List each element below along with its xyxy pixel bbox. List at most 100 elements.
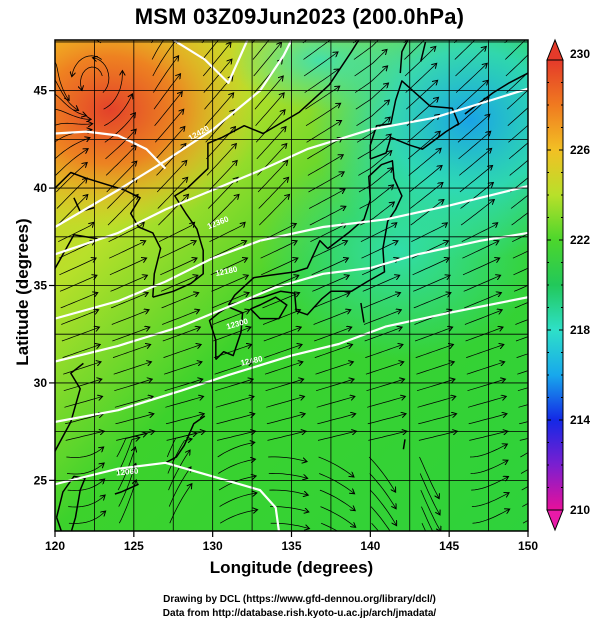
coastline (55, 362, 84, 454)
streamline-arrow (219, 493, 256, 507)
streamline-arrow (458, 132, 490, 160)
y-tick-label: 30 (34, 376, 48, 390)
colorbar-tick-label: 218 (570, 323, 590, 337)
streamline-arrow (68, 512, 105, 524)
streamline-arrow (215, 379, 252, 392)
streamline-arrow (103, 72, 123, 110)
y-tick-label: 35 (34, 279, 48, 293)
streamline-arrow (254, 77, 283, 110)
streamline-arrow (454, 40, 476, 60)
y-tick-label: 45 (34, 84, 48, 98)
streamline-arrow (210, 259, 247, 276)
axis-ticks: 120 125 130 135 140 145 150 25 30 35 40 45 (34, 84, 539, 553)
coastline (55, 171, 125, 191)
streamline-arrow (209, 223, 245, 243)
streamline-arrow (55, 123, 92, 125)
streamline-arrow (459, 149, 491, 176)
streamline-arrow (468, 414, 506, 425)
streamline-arrow (65, 431, 104, 441)
streamline-arrow (507, 107, 528, 126)
streamline-arrow (257, 161, 287, 193)
streamline-arrow (162, 310, 198, 325)
streamline-arrow (268, 473, 307, 478)
streamline-arrow (256, 127, 286, 160)
streamline-arrow (455, 64, 486, 93)
streamline-arrow (153, 57, 178, 93)
coastline (402, 439, 406, 450)
colorbar: 230 226 222 218 214 210 (546, 38, 590, 532)
streamline-arrow (309, 190, 344, 209)
streamline-arrow (202, 43, 230, 77)
streamline-arrow (64, 397, 102, 408)
streamline-arrow (270, 506, 308, 512)
streamline-arrow (317, 431, 355, 441)
streamline-arrow (363, 293, 399, 309)
streamline-arrow (361, 241, 398, 259)
streamline-arrow (166, 431, 205, 441)
streamline-arrow (370, 489, 396, 525)
temperature-field (55, 40, 528, 531)
streamline-arrow (56, 163, 86, 193)
streamline-arrow (417, 397, 455, 408)
streamline-arrow (316, 397, 354, 408)
streamline-arrow (513, 267, 528, 276)
credit-data-source: Data from http://database.rish.kyoto-u.a… (162, 608, 437, 619)
streamline-arrow (211, 276, 247, 292)
streamline-arrow (203, 60, 232, 93)
streamline-arrow (310, 224, 345, 243)
streamline-arrow (57, 195, 88, 226)
x-tick-label: 125 (124, 539, 144, 553)
streamline-arrow (262, 310, 299, 325)
streamline-arrow (104, 95, 132, 127)
x-tick-label: 130 (203, 539, 223, 553)
streamline-arrow (60, 293, 97, 309)
streamline-arrow (266, 414, 304, 425)
y-tick-label: 40 (34, 181, 48, 195)
streamline-arrow (418, 431, 456, 441)
streamline-arrow (304, 70, 338, 93)
streamline-arrow (320, 522, 339, 531)
streamline-arrow (165, 414, 203, 425)
streamline-arrow (110, 276, 147, 292)
streamline-arrow (204, 94, 233, 126)
coastline (227, 160, 403, 316)
streamline-arrow (319, 489, 355, 510)
streamline-arrow (264, 345, 301, 358)
streamline-arrow (167, 439, 191, 474)
streamline-arrow (310, 241, 347, 259)
streamline-arrow (303, 40, 337, 60)
coastline (124, 189, 162, 298)
streamline-arrow (215, 397, 253, 408)
streamline-arrow (208, 178, 237, 209)
streamline-arrow (59, 259, 95, 276)
streamline-arrow (369, 473, 396, 509)
streamline-arrow (413, 293, 450, 309)
streamline-arrow (462, 259, 499, 276)
streamline-arrow (354, 67, 387, 93)
streamline-arrow (81, 66, 103, 90)
height-contour (55, 87, 528, 256)
streamline-arrow (58, 223, 93, 243)
streamline-arrow (109, 241, 145, 259)
streamline-arrow (506, 72, 528, 93)
streamline-arrow (55, 61, 68, 100)
streamline-arrow (519, 438, 528, 441)
streamline-arrow (315, 362, 353, 375)
streamline-arrow (365, 345, 402, 358)
streamline-arrow (522, 502, 528, 507)
streamline-arrow (163, 345, 201, 358)
streamline-arrow (105, 146, 136, 176)
streamline-arrow (505, 40, 526, 60)
streamline-arrow (463, 276, 500, 292)
streamline-arrow (318, 456, 354, 476)
streamline-arrow (156, 144, 186, 176)
streamline-arrow (113, 362, 151, 375)
streamline-arrow (517, 387, 528, 392)
streamline-arrow (317, 414, 354, 425)
streamline-arrow (516, 353, 528, 358)
streamline-arrow (161, 293, 198, 309)
streamline-arrow (410, 200, 443, 226)
streamline-arrow (515, 319, 528, 325)
streamline-arrow (55, 149, 88, 176)
